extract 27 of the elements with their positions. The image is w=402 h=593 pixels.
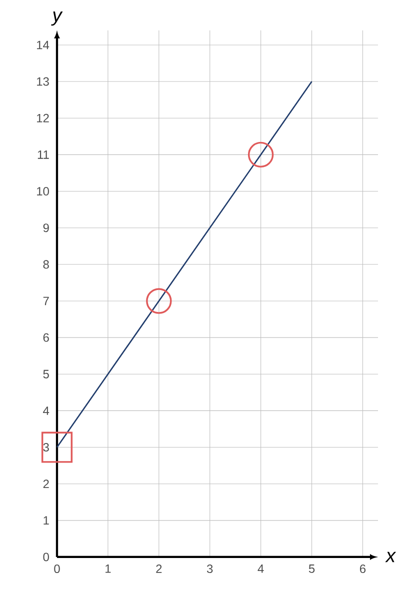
point xyxy=(41,432,73,463)
x-tick-label: 0 xyxy=(54,564,60,574)
y-tick-label: 12 xyxy=(37,114,49,122)
y-axis-title: y xyxy=(51,11,63,26)
y-tick-label: 10 xyxy=(37,187,49,196)
y-tick-label: 0 xyxy=(43,552,49,562)
x-tick-label: 4 xyxy=(258,564,264,573)
x-tick-label: 3 xyxy=(206,564,213,574)
y-tick-label: 2 xyxy=(43,480,49,488)
y-tick-label: 14 xyxy=(37,40,50,50)
y-tick-label: 4 xyxy=(43,406,50,415)
y-tick-label: 7 xyxy=(43,296,49,306)
x-tick-label: 2 xyxy=(156,564,162,573)
y-tick-label: 13 xyxy=(37,77,49,86)
x-tick-label: 1 xyxy=(106,564,111,573)
y-tick-label: 9 xyxy=(43,224,49,232)
y-tick-label: 3 xyxy=(43,443,49,452)
y-tick-label: 8 xyxy=(43,260,49,269)
y-tick-label: 1 xyxy=(44,516,49,525)
x-axis-title: x xyxy=(385,552,396,562)
y-tick-label: 6 xyxy=(43,333,49,342)
x-tick-label: 6 xyxy=(360,564,366,574)
point xyxy=(146,288,172,314)
x-tick-label: 5 xyxy=(308,564,315,573)
y-tick-label: 11 xyxy=(38,150,49,159)
point xyxy=(248,142,274,168)
y-tick-label: 5 xyxy=(43,370,49,378)
